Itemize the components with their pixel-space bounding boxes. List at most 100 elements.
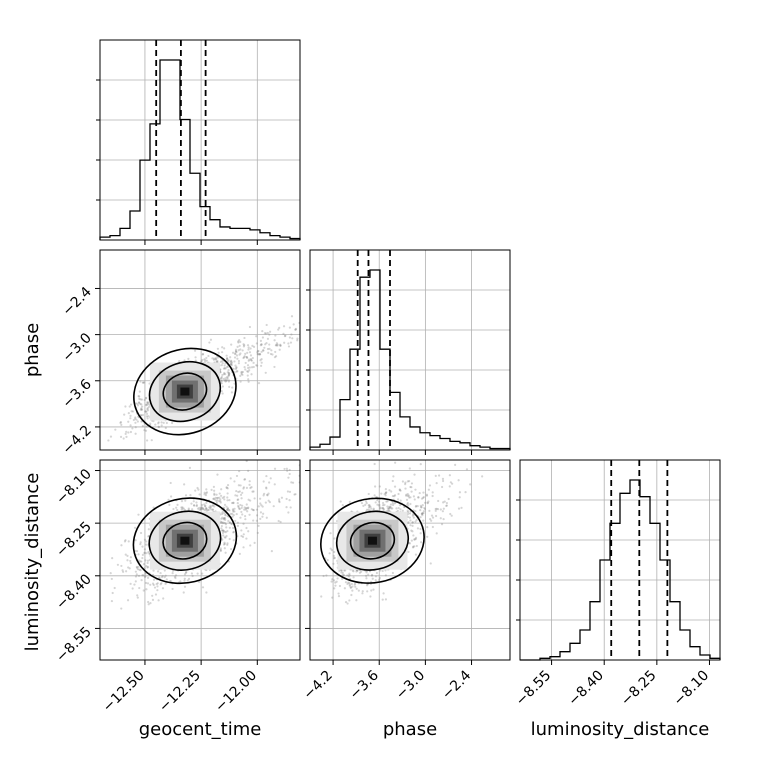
scatter-point — [225, 526, 228, 529]
scatter-point — [351, 589, 354, 592]
scatter-point — [138, 390, 141, 393]
scatter-point — [447, 497, 450, 501]
scatter-point — [296, 339, 299, 342]
scatter-point — [388, 489, 391, 492]
scatter-point — [241, 373, 244, 376]
scatter-point — [196, 507, 200, 510]
scatter-point — [139, 380, 142, 383]
scatter-point — [287, 342, 290, 345]
scatter-point — [157, 421, 160, 424]
scatter-point — [144, 559, 147, 562]
scatter-point — [124, 405, 127, 408]
scatter-point — [143, 548, 147, 551]
scatter-point — [229, 356, 232, 359]
scatter-point — [224, 551, 227, 554]
scatter-point — [408, 467, 411, 470]
scatter-point — [184, 494, 188, 497]
scatter-point — [313, 326, 315, 328]
scatter-point — [205, 507, 208, 510]
scatter-point — [145, 588, 148, 591]
scatter-point — [259, 502, 262, 505]
scatter-point — [420, 506, 423, 509]
scatter-point — [240, 506, 243, 509]
scatter-point — [263, 332, 267, 335]
scatter-point — [236, 370, 239, 373]
scatter-point — [362, 504, 365, 508]
x-tick-label-luminosity_distance: −8.25 — [618, 668, 660, 710]
scatter-point — [221, 511, 224, 514]
scatter-point — [464, 491, 467, 494]
scatter-point — [242, 343, 245, 346]
scatter-point — [127, 431, 130, 434]
scatter-point — [419, 516, 422, 519]
scatter-point — [288, 468, 291, 472]
scatter-point — [223, 522, 227, 525]
scatter-point — [127, 540, 130, 543]
scatter-point — [365, 571, 368, 574]
scatter-point — [224, 514, 227, 517]
scatter-point — [227, 380, 230, 383]
scatter-point — [448, 485, 451, 488]
scatter-point — [278, 348, 281, 351]
scatter-point — [401, 509, 404, 512]
scatter-point — [435, 507, 438, 510]
scatter-point — [268, 343, 271, 346]
scatter-point — [222, 373, 226, 376]
scatter-point — [220, 521, 223, 524]
scatter-point — [361, 592, 364, 595]
scatter-point — [188, 466, 192, 469]
scatter-point — [294, 328, 297, 331]
scatter-point — [422, 496, 425, 499]
scatter-point — [237, 341, 240, 344]
scatter-point — [248, 513, 251, 516]
scatter-point — [256, 531, 259, 535]
scatter-point — [179, 580, 182, 583]
scatter-point — [374, 575, 378, 578]
scatter-point — [160, 582, 163, 585]
scatter-point — [226, 543, 229, 546]
scatter-point — [209, 506, 212, 510]
scatter-point — [217, 351, 220, 354]
scatter-point — [124, 432, 127, 435]
scatter-point — [413, 545, 416, 548]
scatter-point — [256, 353, 259, 356]
scatter-point — [224, 523, 228, 526]
x-tick-label-luminosity_distance: −8.10 — [671, 668, 713, 710]
scatter-point — [268, 501, 271, 504]
scatter-point — [413, 538, 416, 541]
scatter-point — [294, 328, 297, 331]
scatter-point — [222, 377, 225, 381]
scatter-point — [264, 371, 267, 374]
scatter-point — [294, 493, 297, 496]
scatter-point — [386, 505, 389, 508]
scatter-point — [147, 528, 150, 531]
scatter-point — [129, 414, 132, 417]
scatter-point — [215, 360, 219, 363]
scatter-point — [134, 575, 138, 578]
scatter-point — [213, 489, 216, 492]
scatter-point — [387, 507, 391, 510]
scatter-point — [246, 370, 249, 373]
scatter-point — [139, 543, 142, 546]
scatter-point — [274, 355, 278, 358]
scatter-point — [266, 337, 270, 340]
scatter-point — [139, 531, 143, 535]
scatter-point — [287, 345, 291, 348]
scatter-point — [265, 342, 268, 345]
scatter-point — [145, 404, 148, 407]
scatter-point — [243, 355, 246, 358]
scatter-point — [220, 488, 223, 491]
scatter-point — [144, 410, 147, 413]
scatter-point — [353, 583, 356, 586]
scatter-point — [411, 524, 414, 527]
scatter-point — [260, 364, 263, 367]
scatter-point — [317, 482, 319, 484]
scatter-point — [183, 573, 187, 576]
scatter-point — [187, 507, 190, 510]
scatter-point — [284, 334, 287, 337]
scatter-point — [232, 514, 235, 517]
scatter-point — [237, 359, 241, 363]
scatter-point — [183, 585, 187, 588]
scatter-point — [205, 501, 208, 505]
scatter-point — [236, 345, 239, 348]
